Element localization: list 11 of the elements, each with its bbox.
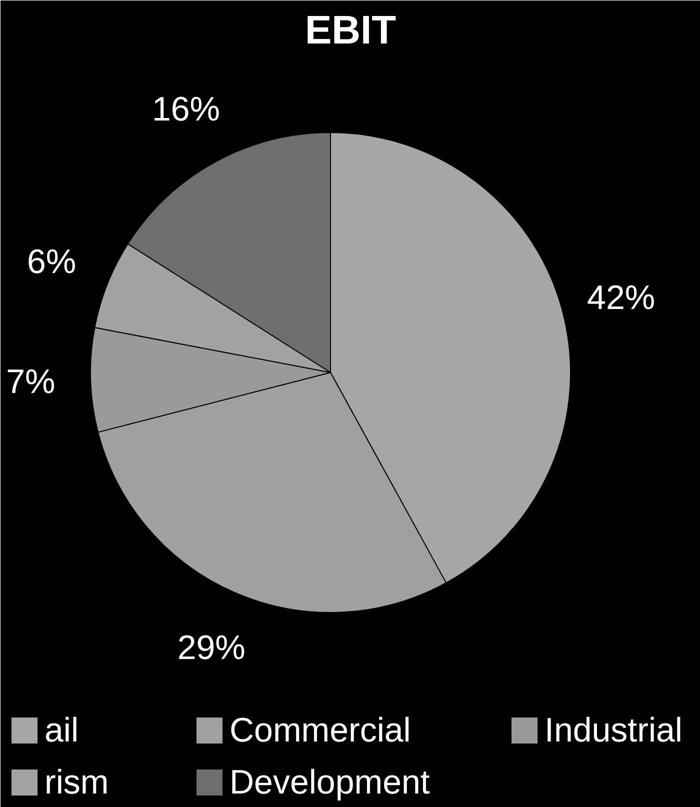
data-label: 7% <box>6 362 56 401</box>
legend-label: Industrial <box>544 712 682 750</box>
data-label: 42% <box>587 278 656 317</box>
chart-title: EBIT <box>304 8 396 52</box>
legend-label: Development <box>230 764 430 802</box>
legend-label: ail <box>44 712 79 750</box>
legend-label: Commercial <box>230 712 411 750</box>
data-label: 29% <box>177 628 246 667</box>
legend-label: rism <box>44 764 109 802</box>
data-label: 16% <box>152 90 220 129</box>
data-label: 6% <box>26 243 76 282</box>
